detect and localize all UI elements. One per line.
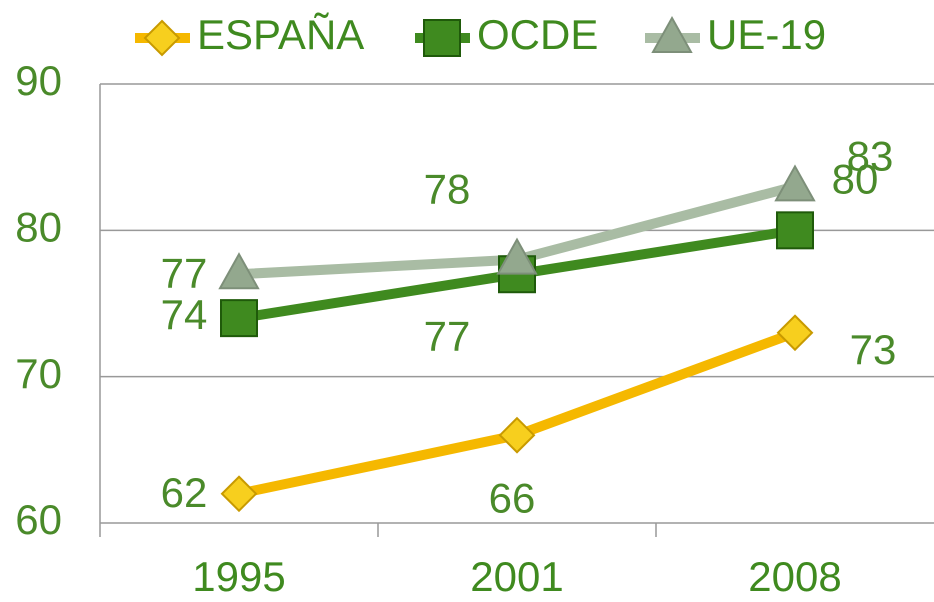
marker-triangle xyxy=(651,15,693,53)
y-tick-label: 70 xyxy=(15,350,62,397)
data-label: 77 xyxy=(161,249,208,296)
y-tick-label: 60 xyxy=(15,496,62,543)
data-label: 83 xyxy=(847,133,894,180)
marker-square xyxy=(423,19,461,57)
marker-square xyxy=(220,299,258,338)
marker-diamond xyxy=(220,475,258,513)
y-tick-label: 80 xyxy=(15,203,62,250)
series-line xyxy=(237,328,797,499)
marker-square xyxy=(776,211,814,250)
marker-triangle xyxy=(774,164,816,202)
x-tick-label: 2008 xyxy=(748,553,841,600)
data-label: 77 xyxy=(424,312,471,359)
y-tick-label: 90 xyxy=(15,57,62,104)
x-tick-label: 1995 xyxy=(192,553,285,600)
marker-diamond xyxy=(498,416,536,454)
legend-label: OCDE xyxy=(477,11,598,58)
marker-triangle xyxy=(218,252,260,290)
data-label: 73 xyxy=(850,326,897,373)
marker-diamond xyxy=(776,314,814,352)
legend-label: ESPAÑA xyxy=(197,11,364,58)
data-label: 74 xyxy=(161,291,208,338)
marker-triangle xyxy=(496,237,538,275)
x-tick-label: 2001 xyxy=(470,553,563,600)
data-label: 66 xyxy=(489,474,536,521)
data-label: 78 xyxy=(424,166,471,213)
data-label: 80 xyxy=(832,155,879,202)
data-label: 62 xyxy=(161,469,208,516)
legend-label: UE-19 xyxy=(707,11,826,58)
marker-diamond xyxy=(143,19,181,57)
